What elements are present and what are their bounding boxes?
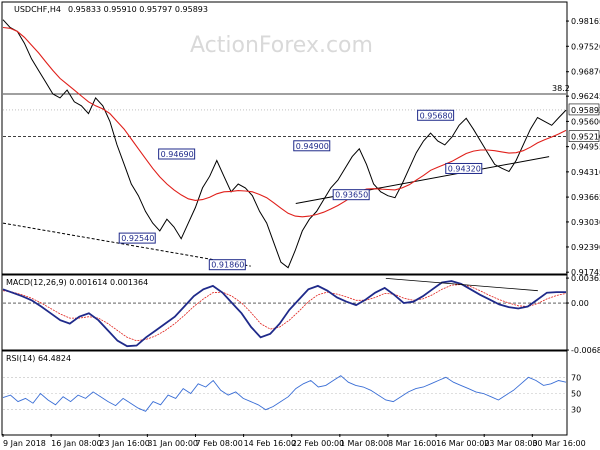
- macd-panel-frame: [1, 274, 568, 351]
- x-tick-label: 23 Mar 08:00: [484, 439, 537, 448]
- x-tick-label: 16 Jan 08:00: [51, 439, 102, 448]
- price-level-box: [208, 259, 246, 271]
- price-level-box: [158, 148, 196, 160]
- price-panel-frame: [1, 1, 568, 275]
- price-y-tick-label: 0.93665: [571, 193, 600, 202]
- price-level-labels: 0.95680 0.94900 0.94690 0.94320 0.93650 0.925…: [118, 103, 600, 271]
- price-level-text: 0.94320: [448, 164, 481, 173]
- price-level-text: 0.95680: [420, 111, 453, 120]
- price-level-text: 0.93650: [335, 191, 368, 200]
- price-series-line: [2, 19, 567, 269]
- fib-level-label: 38.2: [552, 84, 570, 93]
- price-y-tick-label: 0.91745: [571, 268, 600, 277]
- macd-header: MACD(12,26,9) 0.001614 0.001364: [6, 278, 148, 287]
- price-level-tag: 0.94690: [158, 148, 196, 160]
- support-price-box: [568, 130, 600, 142]
- x-tick-label: 30 Mar 16:00: [532, 439, 585, 448]
- rsi-series-group: [2, 375, 567, 412]
- rsi-y-tick-label: 70: [571, 373, 581, 382]
- macd-series-group: [2, 277, 567, 348]
- x-tick-label: 9 Jan 2018: [3, 439, 46, 448]
- x-tick-label: 23 Jan 16:00: [99, 439, 150, 448]
- macd-signal-line: [2, 284, 567, 342]
- price-level-box: [445, 162, 483, 174]
- x-tick-label: 31 Jan 00:00: [147, 439, 198, 448]
- price-level-tag: 0.95680: [417, 109, 455, 121]
- price-level-text: 0.94900: [296, 142, 329, 151]
- rsi-y-tick-label: 30: [571, 406, 581, 415]
- macd-y-tick-label: 0.003638: [571, 274, 600, 283]
- price-level-box: [417, 109, 455, 121]
- watermark: ActionForex.com: [190, 33, 373, 58]
- x-tick-label: 7 Feb 08:00: [195, 439, 242, 448]
- macd-y-axis: 0.003638 0.00 -0.006858: [566, 274, 600, 355]
- rsi-y-tick-label: 50: [571, 390, 581, 399]
- x-tick-label: 14 Feb 16:00: [244, 439, 296, 448]
- price-level-text: 0.94690: [161, 150, 194, 159]
- price-level-tag: 0.94320: [445, 162, 483, 174]
- rsi-panel-frame: [1, 350, 568, 436]
- price-level-box: [293, 140, 331, 152]
- macd-y-tick-label: -0.006858: [571, 346, 600, 355]
- price-y-tick-label: 0.98165: [571, 17, 600, 26]
- rsi-header: RSI(14) 64.4824: [6, 354, 71, 363]
- price-header-ohlc: 0.95833 0.95910 0.95797 0.95893: [68, 5, 208, 14]
- price-level-box: [118, 232, 156, 244]
- price-level-tag: 0.93650: [332, 189, 370, 201]
- rsi-line: [2, 375, 567, 412]
- price-header-symbol: USDCHF,H4: [14, 5, 61, 14]
- x-tick-label: 22 Feb 00:00: [292, 439, 344, 448]
- price-y-tick-label: 0.96245: [571, 92, 600, 101]
- current-price-box: [568, 103, 600, 116]
- x-tick-label: 16 Mar 00:00: [436, 439, 489, 448]
- ema-series-line: [2, 26, 567, 218]
- price-level-tag: 0.94900: [293, 140, 331, 152]
- price-level-tag: 0.92540: [118, 232, 156, 244]
- price-level-box: [332, 189, 370, 201]
- macd-trendline: [385, 277, 538, 292]
- price-y-tick-label: 0.94955: [571, 143, 600, 152]
- price-level-text: 0.92540: [121, 234, 154, 243]
- x-tick-label: 8 Mar 16:00: [388, 439, 436, 448]
- price-level-tag: 0.91860: [208, 259, 246, 271]
- current-price-text: 0.95893: [571, 106, 600, 115]
- price-trendline: [2, 222, 251, 267]
- price-level-text: 0.91860: [211, 261, 244, 270]
- x-tick-label: 1 Mar 08:00: [340, 439, 388, 448]
- macd-y-tick-label: 0.00: [571, 299, 589, 308]
- rsi-y-axis: 70 50 30: [3, 373, 581, 415]
- current-price-tag: 0.95893: [568, 103, 600, 116]
- macd-main-line: [2, 280, 566, 348]
